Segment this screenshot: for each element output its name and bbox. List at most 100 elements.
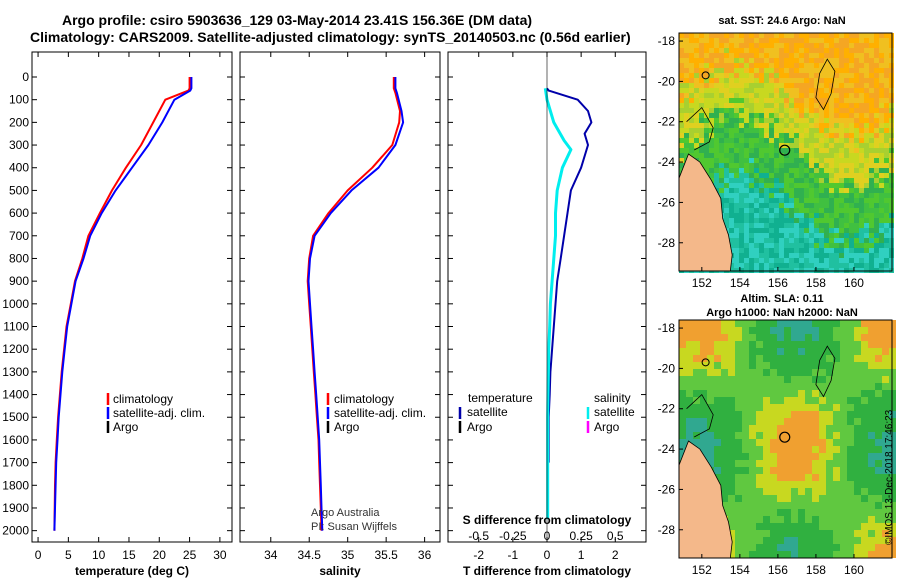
map-cell — [704, 123, 709, 128]
lat-tick-label: -28 — [658, 236, 676, 250]
map-cell — [721, 502, 728, 509]
map-cell — [770, 502, 777, 509]
map-cell — [879, 93, 884, 98]
map-cell — [884, 108, 889, 113]
map-cell — [882, 516, 889, 523]
map-cell — [689, 98, 694, 103]
map-cell — [844, 233, 849, 238]
map-cell — [874, 118, 879, 123]
map-cell — [754, 83, 759, 88]
map-cell — [756, 383, 763, 390]
map-cell — [874, 238, 879, 243]
map-cell — [791, 425, 798, 432]
map-cell — [834, 228, 839, 233]
map-cell — [809, 103, 814, 108]
map-cell — [819, 203, 824, 208]
map-cell — [805, 551, 812, 558]
map-cell — [754, 63, 759, 68]
map-cell — [826, 467, 833, 474]
map-cell — [869, 253, 874, 258]
map-cell — [826, 383, 833, 390]
map-cell — [882, 523, 889, 530]
map-cell — [756, 467, 763, 474]
map-cell — [798, 418, 805, 425]
map-cell — [784, 88, 789, 93]
map-cell — [734, 73, 739, 78]
map-cell — [759, 98, 764, 103]
map-cell — [693, 418, 700, 425]
map-cell — [735, 537, 742, 544]
map-cell — [814, 218, 819, 223]
map-cell — [744, 263, 749, 268]
map-cell — [840, 355, 847, 362]
map-cell — [882, 467, 889, 474]
map-cell — [854, 369, 861, 376]
map-cell — [859, 223, 864, 228]
map-cell — [840, 509, 847, 516]
map-cell — [779, 228, 784, 233]
map-cell — [774, 188, 779, 193]
map-cell — [714, 453, 721, 460]
map-cell — [749, 248, 754, 253]
map-cell — [839, 188, 844, 193]
map-cell — [791, 446, 798, 453]
map-cell — [854, 488, 861, 495]
map-cell — [739, 68, 744, 73]
difference-depth-ticks — [448, 76, 646, 532]
map-cell — [729, 203, 734, 208]
map-cell — [819, 439, 826, 446]
lat-tick-label: -26 — [658, 482, 676, 496]
map-cell — [779, 248, 784, 253]
map-cell — [824, 88, 829, 93]
map-cell — [882, 411, 889, 418]
map-cell — [744, 88, 749, 93]
map-cell — [819, 133, 824, 138]
map-cell — [739, 253, 744, 258]
map-cell — [679, 334, 686, 341]
map-cell — [814, 73, 819, 78]
map-cell — [689, 118, 694, 123]
map-cell — [854, 123, 859, 128]
lon-tick-label: 156 — [768, 563, 788, 577]
map-cell — [809, 83, 814, 88]
map-cell — [861, 320, 868, 327]
map-cell — [794, 153, 799, 158]
map-cell — [774, 123, 779, 128]
temperature-x-axis: 0 5 10 15 20 25 30 — [35, 52, 227, 562]
lat-tick-label: -22 — [658, 402, 676, 416]
map-cell — [749, 178, 754, 183]
map-cell — [770, 467, 777, 474]
map-cell — [700, 348, 707, 355]
map-cell — [784, 123, 789, 128]
map-cell — [854, 163, 859, 168]
map-cell — [784, 327, 791, 334]
map-cell — [799, 153, 804, 158]
map-cell — [769, 63, 774, 68]
map-cell — [868, 523, 875, 530]
map-cell — [759, 233, 764, 238]
map-cell — [854, 263, 859, 268]
map-cell — [749, 93, 754, 98]
map-cell — [739, 208, 744, 213]
map-cell — [744, 103, 749, 108]
map-cell — [809, 158, 814, 163]
map-cell — [789, 93, 794, 98]
map-cell — [709, 163, 714, 168]
map-cell — [735, 425, 742, 432]
map-cell — [714, 43, 719, 48]
map-cell — [784, 173, 789, 178]
map-cell — [734, 123, 739, 128]
map-cell — [724, 108, 729, 113]
map-cell — [704, 93, 709, 98]
map-cell — [784, 233, 789, 238]
map-cell — [884, 113, 889, 118]
map-cell — [840, 523, 847, 530]
map-cell — [854, 223, 859, 228]
map-cell — [735, 348, 742, 355]
map-cell — [749, 33, 754, 38]
map-cell — [864, 88, 869, 93]
map-cell — [864, 208, 869, 213]
map-cell — [794, 258, 799, 263]
map-cell — [707, 348, 714, 355]
map-cell — [774, 168, 779, 173]
